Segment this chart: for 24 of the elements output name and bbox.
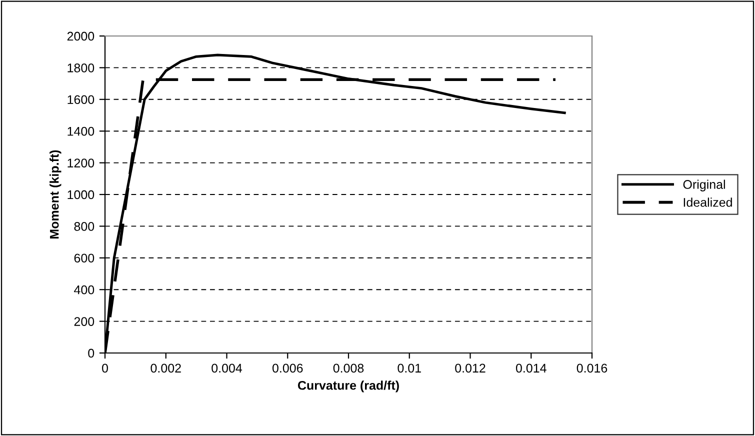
y-tick-label: 1400 (68, 126, 94, 136)
legend-label: Original (683, 180, 725, 192)
y-tick-label: 0 (88, 348, 94, 358)
x-tick-label: 0.01 (398, 364, 421, 373)
y-tick-label: 1200 (68, 158, 94, 168)
x-tick-label: 0.008 (333, 364, 364, 373)
x-tick-label: 0.012 (455, 364, 486, 373)
y-tick-label: 1800 (68, 64, 94, 72)
legend-label: Idealized (684, 198, 732, 207)
y-tick-label: 400 (74, 285, 94, 294)
y-axis-title: Moment (kip.ft) (50, 150, 62, 238)
x-axis-title: Curvature (rad/ft) (298, 380, 399, 392)
y-tick-label: 2000 (67, 32, 94, 41)
y-tick-label: 800 (74, 222, 94, 231)
x-tick-label: 0.002 (150, 364, 181, 373)
x-tick-label: 0.016 (576, 364, 608, 373)
x-tick-label: 0.014 (516, 364, 546, 373)
x-tick-label: 0.004 (212, 364, 242, 373)
y-tick-label: 600 (74, 254, 94, 263)
x-tick-label: 0.006 (272, 364, 303, 373)
y-tick-label: 200 (74, 317, 94, 326)
x-tick-label: 0 (102, 364, 108, 373)
y-tick-label: 1000 (68, 190, 94, 200)
y-tick-label: 1600 (68, 95, 94, 104)
